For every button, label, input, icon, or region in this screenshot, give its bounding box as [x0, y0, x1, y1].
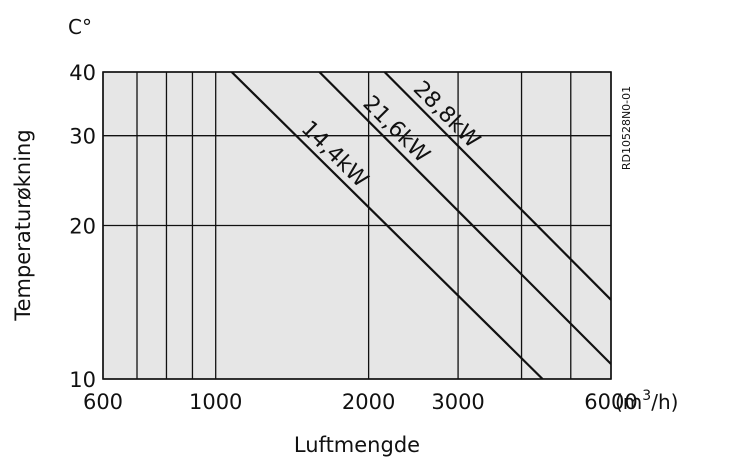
y-axis-title: Temperaturøkning [11, 129, 35, 321]
x-tick-label: 600 [83, 390, 123, 414]
x-tick-label: 2000 [342, 390, 395, 414]
y-tick-label: 20 [69, 215, 96, 239]
y-unit-label: C° [68, 15, 92, 39]
series-line-3 [383, 72, 611, 301]
series-line-1 [230, 72, 544, 379]
plot-border [102, 71, 612, 380]
x-tick-label: 3000 [431, 390, 484, 414]
x-unit-tail: /h) [651, 390, 678, 414]
x-unit-base: (m [615, 390, 642, 414]
y-tick-label: 30 [69, 125, 96, 149]
x-tick-label: 1000 [189, 390, 242, 414]
y-tick-label: 40 [69, 61, 96, 85]
x-axis-title: Luftmengde [294, 433, 420, 457]
x-tick-label: 6000 [584, 390, 637, 414]
figure-code: RD10528N0-01 [620, 86, 633, 170]
y-tick-label: 10 [69, 368, 96, 392]
x-unit-label: (m3/h) [615, 388, 678, 414]
x-unit-superscript: 3 [642, 388, 651, 404]
series-line-2 [318, 72, 611, 365]
